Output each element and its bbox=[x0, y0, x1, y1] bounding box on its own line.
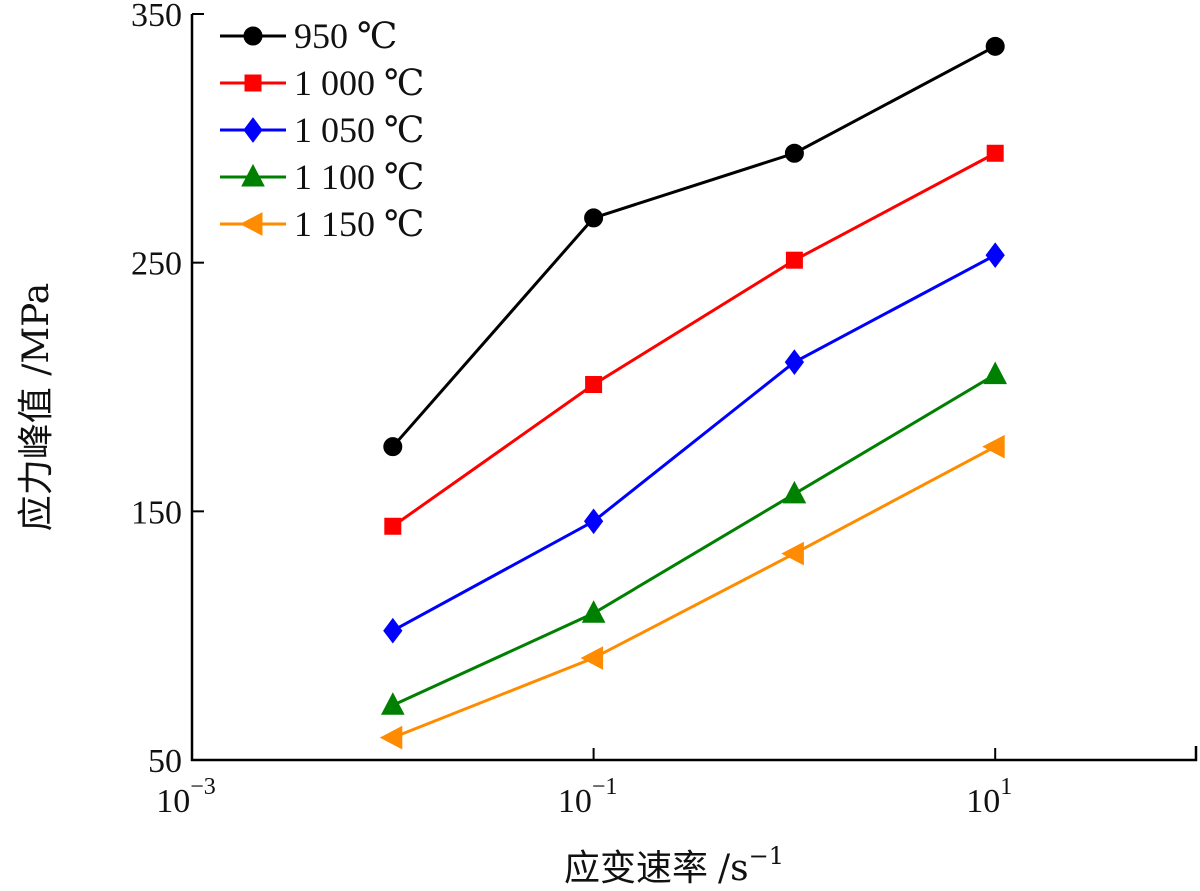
x-tick-label: 10−3 bbox=[156, 774, 216, 820]
data-point bbox=[982, 434, 1005, 459]
series-line bbox=[391, 45, 996, 448]
data-point bbox=[985, 242, 1005, 269]
data-point bbox=[583, 508, 604, 535]
y-tick-label: 150 bbox=[131, 494, 182, 531]
x-tick-label: 101 bbox=[966, 774, 1012, 820]
legend-marker bbox=[243, 117, 263, 143]
series bbox=[379, 36, 1008, 750]
legend-label: 1 000 ℃ bbox=[294, 63, 424, 103]
legend-item: 950 ℃ bbox=[220, 16, 397, 56]
data-point bbox=[785, 251, 803, 269]
y-tick-label: 350 bbox=[131, 0, 182, 34]
legend: 950 ℃ 1 000 ℃ 1 050 ℃ 1 100 ℃ 1 150 ℃ bbox=[220, 16, 424, 244]
legend-marker bbox=[241, 163, 265, 187]
legend-marker bbox=[243, 26, 263, 46]
series-0 bbox=[383, 36, 1005, 457]
data-point bbox=[581, 600, 606, 623]
series-1 bbox=[384, 144, 1004, 535]
series-4 bbox=[379, 434, 1005, 750]
data-point bbox=[580, 646, 604, 670]
ticks: 50 150 250 350 10−3 10−1 101 bbox=[131, 0, 1012, 820]
legend-label: 1 150 ℃ bbox=[294, 204, 424, 244]
data-point bbox=[983, 361, 1008, 385]
legend-label: 1 100 ℃ bbox=[294, 157, 424, 197]
legend-item: 1 150 ℃ bbox=[220, 204, 424, 244]
axis-titles: 应变速率/s−1 应力峰值 /MPa bbox=[16, 283, 784, 889]
data-point bbox=[985, 36, 1005, 56]
data-point bbox=[384, 517, 402, 535]
data-point bbox=[784, 143, 804, 163]
series-line bbox=[392, 445, 996, 740]
y-axis-title: 应力峰值 /MPa bbox=[16, 283, 57, 532]
data-point bbox=[379, 725, 403, 750]
legend-item: 1 000 ℃ bbox=[220, 63, 424, 103]
data-point bbox=[383, 437, 403, 457]
legend-marker bbox=[244, 74, 262, 92]
data-point bbox=[383, 617, 403, 644]
legend-item: 1 100 ℃ bbox=[220, 157, 424, 197]
y-tick-label: 250 bbox=[131, 246, 182, 283]
y-tick-label: 50 bbox=[148, 743, 182, 780]
legend-label: 950 ℃ bbox=[294, 16, 397, 56]
data-point bbox=[380, 692, 405, 715]
axes bbox=[190, 14, 1198, 762]
series-line bbox=[392, 373, 996, 707]
x-axis-title: 应变速率/s−1 bbox=[564, 842, 784, 889]
series-line bbox=[392, 253, 996, 633]
data-point bbox=[585, 376, 603, 394]
data-point bbox=[782, 480, 807, 504]
series-3 bbox=[380, 361, 1008, 715]
legend-item: 1 050 ℃ bbox=[220, 110, 424, 150]
x-tick-label: 10−1 bbox=[558, 774, 618, 820]
legend-label: 1 050 ℃ bbox=[294, 110, 424, 150]
series-2 bbox=[383, 242, 1005, 644]
data-point bbox=[784, 349, 805, 375]
data-point bbox=[986, 144, 1004, 162]
legend-marker bbox=[239, 212, 263, 236]
data-point bbox=[781, 541, 804, 566]
series-line bbox=[391, 151, 996, 528]
axis-lines bbox=[190, 14, 1198, 762]
data-point bbox=[584, 208, 604, 228]
